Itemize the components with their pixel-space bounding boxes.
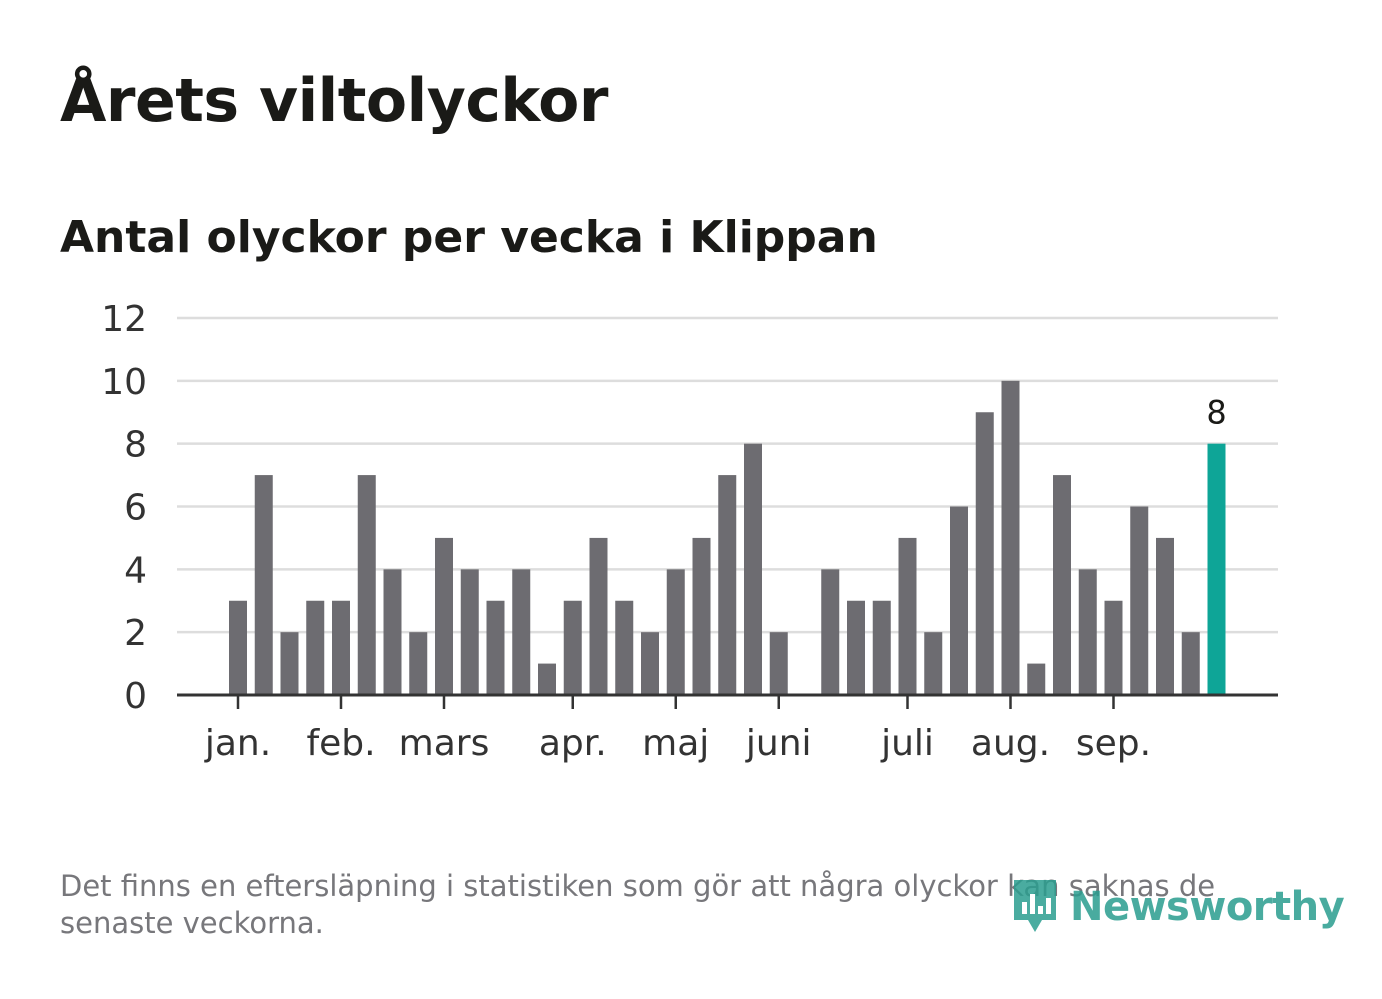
bar-week-36 [1130, 506, 1149, 695]
bar-week-26 [872, 600, 891, 695]
bar-week-35 [1104, 600, 1123, 695]
x-tick-label-juni: juni [745, 723, 812, 764]
data-label-highlight: 8 [1206, 394, 1226, 432]
bar-week-10 [460, 569, 479, 695]
bar-week-30 [975, 412, 994, 695]
x-tick-label-apr.: apr. [539, 723, 607, 764]
bar-week-29 [950, 506, 968, 695]
bar-week-3 [280, 632, 299, 695]
bar-week-5 [332, 600, 350, 695]
newsworthy-logo-icon [1014, 880, 1056, 932]
bar-week-24 [821, 569, 840, 695]
y-tick-label-6: 6 [124, 488, 147, 529]
x-tick-label-mars: mars [399, 723, 490, 764]
bar-week-15 [589, 537, 608, 695]
bar-week-14 [563, 600, 582, 695]
bar-week-22 [769, 632, 788, 695]
bar-week-16 [615, 600, 634, 695]
bar-week-19 [692, 537, 711, 695]
y-tick-label-2: 2 [124, 613, 147, 654]
bar-week-7 [383, 569, 402, 695]
bar-week-20 [718, 475, 737, 695]
newsworthy-logo: Newsworthy [1010, 876, 1345, 938]
bar-week-17 [641, 632, 659, 695]
bar-week-2 [254, 475, 273, 695]
bar-week-4 [306, 600, 325, 695]
y-tick-label-8: 8 [124, 425, 147, 466]
bar-week-9 [435, 537, 453, 695]
bar-week-32 [1027, 663, 1046, 695]
bar-week-38 [1181, 632, 1200, 695]
bar-week-6 [357, 475, 376, 695]
bar-week-34 [1078, 569, 1097, 695]
chart-subtitle: Antal olyckor per vecka i Klippan [60, 212, 878, 263]
y-tick-label-4: 4 [124, 550, 147, 591]
x-tick-label-aug.: aug. [971, 723, 1050, 764]
x-tick-label-jan.: jan. [204, 723, 271, 764]
bar-week-21 [744, 443, 762, 695]
bar-week-28 [924, 632, 943, 695]
x-tick-label-feb.: feb. [306, 723, 375, 764]
chart-title: Årets viltolyckor [60, 66, 609, 136]
x-tick-label-sep.: sep. [1076, 723, 1151, 764]
bar-week-37 [1156, 537, 1174, 695]
y-tick-label-12: 12 [101, 299, 147, 340]
x-tick-label-maj: maj [642, 723, 709, 764]
bar-week-13 [538, 663, 556, 695]
bar-week-12 [512, 569, 531, 695]
bar-week-18 [666, 569, 685, 695]
y-tick-label-10: 10 [101, 362, 147, 403]
bar-week-11 [486, 600, 505, 695]
bar-week-8 [409, 632, 428, 695]
logo-text: Newsworthy [1070, 884, 1345, 930]
bar-week-1 [229, 600, 247, 695]
bar-week-33 [1053, 475, 1071, 695]
y-tick-label-0: 0 [124, 676, 147, 717]
bar-week-25 [847, 600, 865, 695]
bar-week-39 [1207, 443, 1226, 695]
x-tick-label-juli: juli [880, 723, 934, 764]
bar-week-27 [898, 537, 917, 695]
bar-week-31 [1001, 380, 1020, 695]
